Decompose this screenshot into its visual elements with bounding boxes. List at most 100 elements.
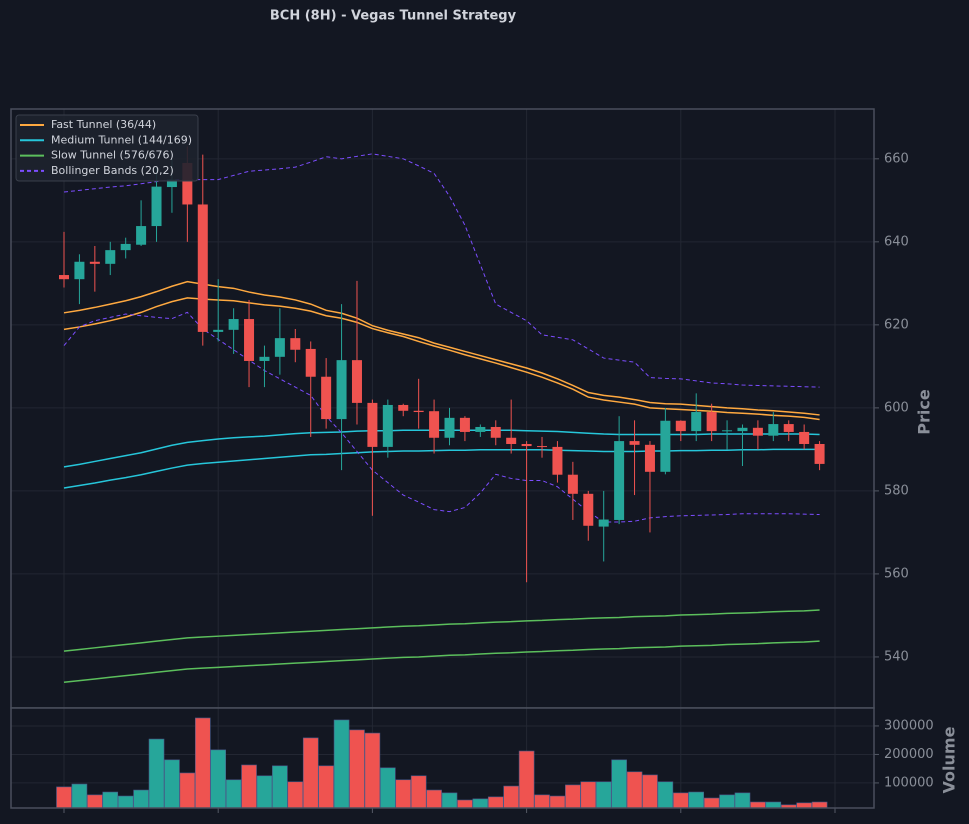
candle-body [737, 427, 748, 432]
y-tick-label: 640 [884, 234, 909, 249]
candle-body [228, 319, 239, 330]
volume-bar [179, 772, 196, 809]
candle-body [537, 446, 548, 448]
volume-bar [518, 750, 535, 809]
candle-body [213, 329, 224, 332]
volume-bar [534, 794, 550, 809]
volume-bar [642, 774, 658, 809]
volume-bar [487, 796, 504, 809]
volume-bar [380, 767, 396, 809]
volume-bar [595, 781, 612, 809]
candle-body [567, 474, 578, 494]
candle-body [490, 426, 501, 438]
volume-bar [194, 717, 211, 809]
volume-bar [210, 749, 226, 809]
volume-bar [765, 801, 782, 809]
legend-label: Slow Tunnel (576/676) [51, 149, 174, 162]
volume-bar [626, 771, 643, 809]
y-tick-label: 560 [884, 566, 909, 581]
indicator-line [63, 429, 820, 468]
volume-bar [410, 775, 427, 809]
candle-body [783, 424, 794, 432]
candle-body [59, 275, 69, 280]
plot-border [10, 707, 875, 809]
candle-body [691, 412, 702, 432]
indicator-line [63, 609, 820, 652]
volume-bar [688, 791, 705, 809]
candle-body [752, 427, 763, 436]
volume-bar [503, 785, 519, 809]
candle-body [598, 519, 609, 527]
candle-body [182, 162, 193, 205]
candle-body [506, 437, 517, 444]
volume-bar [117, 795, 134, 809]
candle-body [768, 424, 779, 436]
candle-body [706, 412, 717, 432]
candle-body [398, 404, 409, 411]
candle-body [89, 261, 100, 264]
candle-body [614, 441, 625, 520]
volume-bar [56, 786, 72, 809]
volume-bar [71, 783, 88, 809]
y-tick-label: 300000 [884, 718, 934, 733]
volume-bar [133, 789, 149, 809]
indicator-line [63, 640, 820, 684]
volume-bar [164, 759, 180, 809]
y-tick-label: 540 [884, 649, 909, 664]
volume-bar [472, 798, 489, 809]
volume-bar [256, 775, 273, 809]
candle-body [814, 443, 825, 464]
legend-box [15, 114, 199, 182]
candle-body [583, 493, 594, 526]
volume-bar [657, 781, 674, 809]
y-axis-label: Volume [940, 726, 959, 793]
chart-title: BCH (8H) - Vegas Tunnel Strategy [270, 9, 517, 24]
volume-bar [565, 784, 581, 809]
volume-bar [750, 801, 766, 809]
candle-body [197, 204, 208, 332]
candle-body [444, 417, 455, 438]
y-tick-label: 600 [884, 400, 909, 415]
legend-label: Bollinger Bands (20,2) [51, 164, 174, 177]
candle-body [321, 376, 332, 420]
candle-body [382, 404, 393, 447]
candle-body [105, 250, 116, 264]
volume-bar [241, 764, 257, 809]
candle-body [521, 443, 532, 447]
volume-bar [672, 792, 689, 809]
y-axis-label: Price [915, 389, 934, 435]
volume-bar [102, 791, 119, 809]
legend: Fast Tunnel (36/44) Medium Tunnel (144/16… [15, 114, 199, 182]
volume-bar [734, 792, 751, 809]
legend-label: Fast Tunnel (36/44) [51, 118, 156, 131]
volume-bar [611, 759, 627, 809]
candle-body [367, 402, 378, 447]
candle-body [459, 417, 470, 432]
y-tick-label: 580 [884, 483, 909, 498]
candle-body [336, 360, 347, 420]
volume-bar [426, 789, 442, 809]
candle-body [629, 441, 640, 445]
candle-body [120, 243, 131, 251]
volume-bar [364, 732, 381, 809]
volume-bar [703, 797, 720, 809]
candle-body [475, 426, 486, 432]
candle-body [644, 444, 655, 472]
volume-bar [580, 781, 597, 809]
candle-body [799, 431, 810, 444]
volume-bar [549, 795, 566, 809]
volume-bar [796, 802, 812, 809]
candle-body [722, 430, 733, 432]
volume-bar [225, 779, 242, 809]
indicator-line [63, 297, 820, 421]
volume-bar [441, 792, 458, 809]
volume-bar [333, 719, 350, 809]
candle-body [166, 179, 177, 188]
volume-bar [457, 799, 473, 809]
volume-bar [287, 781, 304, 809]
volume-bar [395, 779, 412, 809]
candle-body [290, 338, 301, 350]
indicator-line [63, 311, 820, 523]
